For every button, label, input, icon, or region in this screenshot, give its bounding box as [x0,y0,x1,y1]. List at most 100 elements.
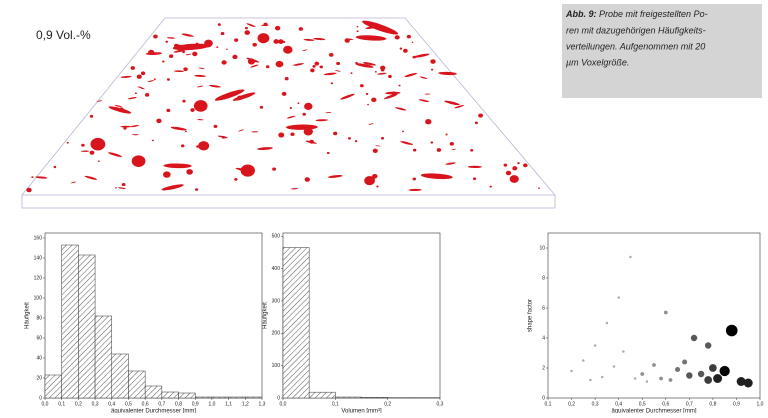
y-tick-label: 140 [34,255,43,261]
pore [299,27,303,31]
point [705,342,711,348]
point [686,372,692,378]
pore [407,35,411,39]
point [720,366,730,376]
pore [98,160,100,162]
pore [221,32,225,35]
x-tick-label: 0,4 [615,401,622,407]
pore [258,33,270,43]
x-tick-label: 0,6 [662,401,669,407]
point [713,374,722,383]
point [744,379,753,388]
y-tick-label: 100 [34,295,43,301]
pore [355,140,358,142]
pore [272,168,276,171]
x-tick-label: 0,5 [125,401,132,407]
pore [163,171,171,177]
x-tick-label: 0,9 [733,401,740,407]
point [617,296,620,299]
pore [412,42,414,43]
pore [278,132,284,137]
pore [282,92,287,96]
x-tick-label: 0,1 [58,401,65,407]
y-tick-label: 2 [542,365,545,371]
y-tick-label: 500 [272,234,281,240]
pore [148,50,154,55]
caption-line: µm Voxelgröße. [566,57,629,67]
pore [67,142,69,144]
x-tick-label: 0,1 [545,401,552,407]
pore [266,65,270,68]
point [582,359,585,362]
x-tick-label: 0,4 [108,401,115,407]
caption: Abb. 9: Probe mit freigestellten Po- [565,9,708,19]
pore [185,131,187,133]
pore [305,177,310,182]
pore [523,163,528,167]
pore [473,177,476,180]
pore [475,122,478,125]
point [570,370,573,373]
pore [194,100,208,112]
pore [214,125,218,128]
pore [425,119,431,124]
pore [376,186,378,188]
pore [165,41,168,43]
point [669,378,673,382]
pore [478,113,483,117]
pore [131,66,135,70]
point [646,380,649,383]
caption-label: Abb. 9: [565,9,597,19]
y-axis-label: Häufigkeit [25,302,31,329]
pore [174,44,179,48]
pore [181,144,185,147]
pore [327,152,330,154]
pore [400,47,403,49]
pore [450,142,454,146]
bar [335,397,361,398]
pore [141,71,145,75]
pore [470,149,473,152]
pore [192,52,197,57]
pore [248,58,255,64]
pore [145,93,149,97]
point [726,325,738,337]
pore [26,188,31,193]
pore [314,62,319,66]
pore [366,93,369,95]
pore [360,84,364,87]
pore [260,106,263,109]
pore [373,149,378,153]
pore [216,46,218,48]
x-tick-label: 0,2 [384,401,391,407]
pore [162,60,164,62]
point [622,350,625,353]
bar [245,397,262,398]
y-tick-label: 8 [542,275,545,281]
pore [375,71,377,73]
pore [430,59,435,64]
y-tick-label: 120 [34,275,43,281]
pore [204,40,213,47]
y-tick-label: 0 [542,395,545,401]
pore [153,35,158,39]
pore [123,127,126,130]
pore [198,141,209,150]
pore [195,188,198,191]
x-tick-label: 0,3 [592,401,599,407]
bar [112,354,129,398]
point [634,377,637,380]
y-tick-label: 80 [36,315,42,321]
pore [431,141,434,143]
pore [169,54,173,58]
bar [128,371,145,398]
page: 0,9 Vol.-% Abb. 9: Probe mit freigestell… [0,0,768,413]
pore [403,49,408,53]
x-tick-label: 0,7 [686,401,693,407]
pore [115,187,117,188]
pore [290,107,292,109]
bar [95,316,112,398]
pore [504,164,508,167]
pore [137,75,142,79]
bar [179,393,196,398]
